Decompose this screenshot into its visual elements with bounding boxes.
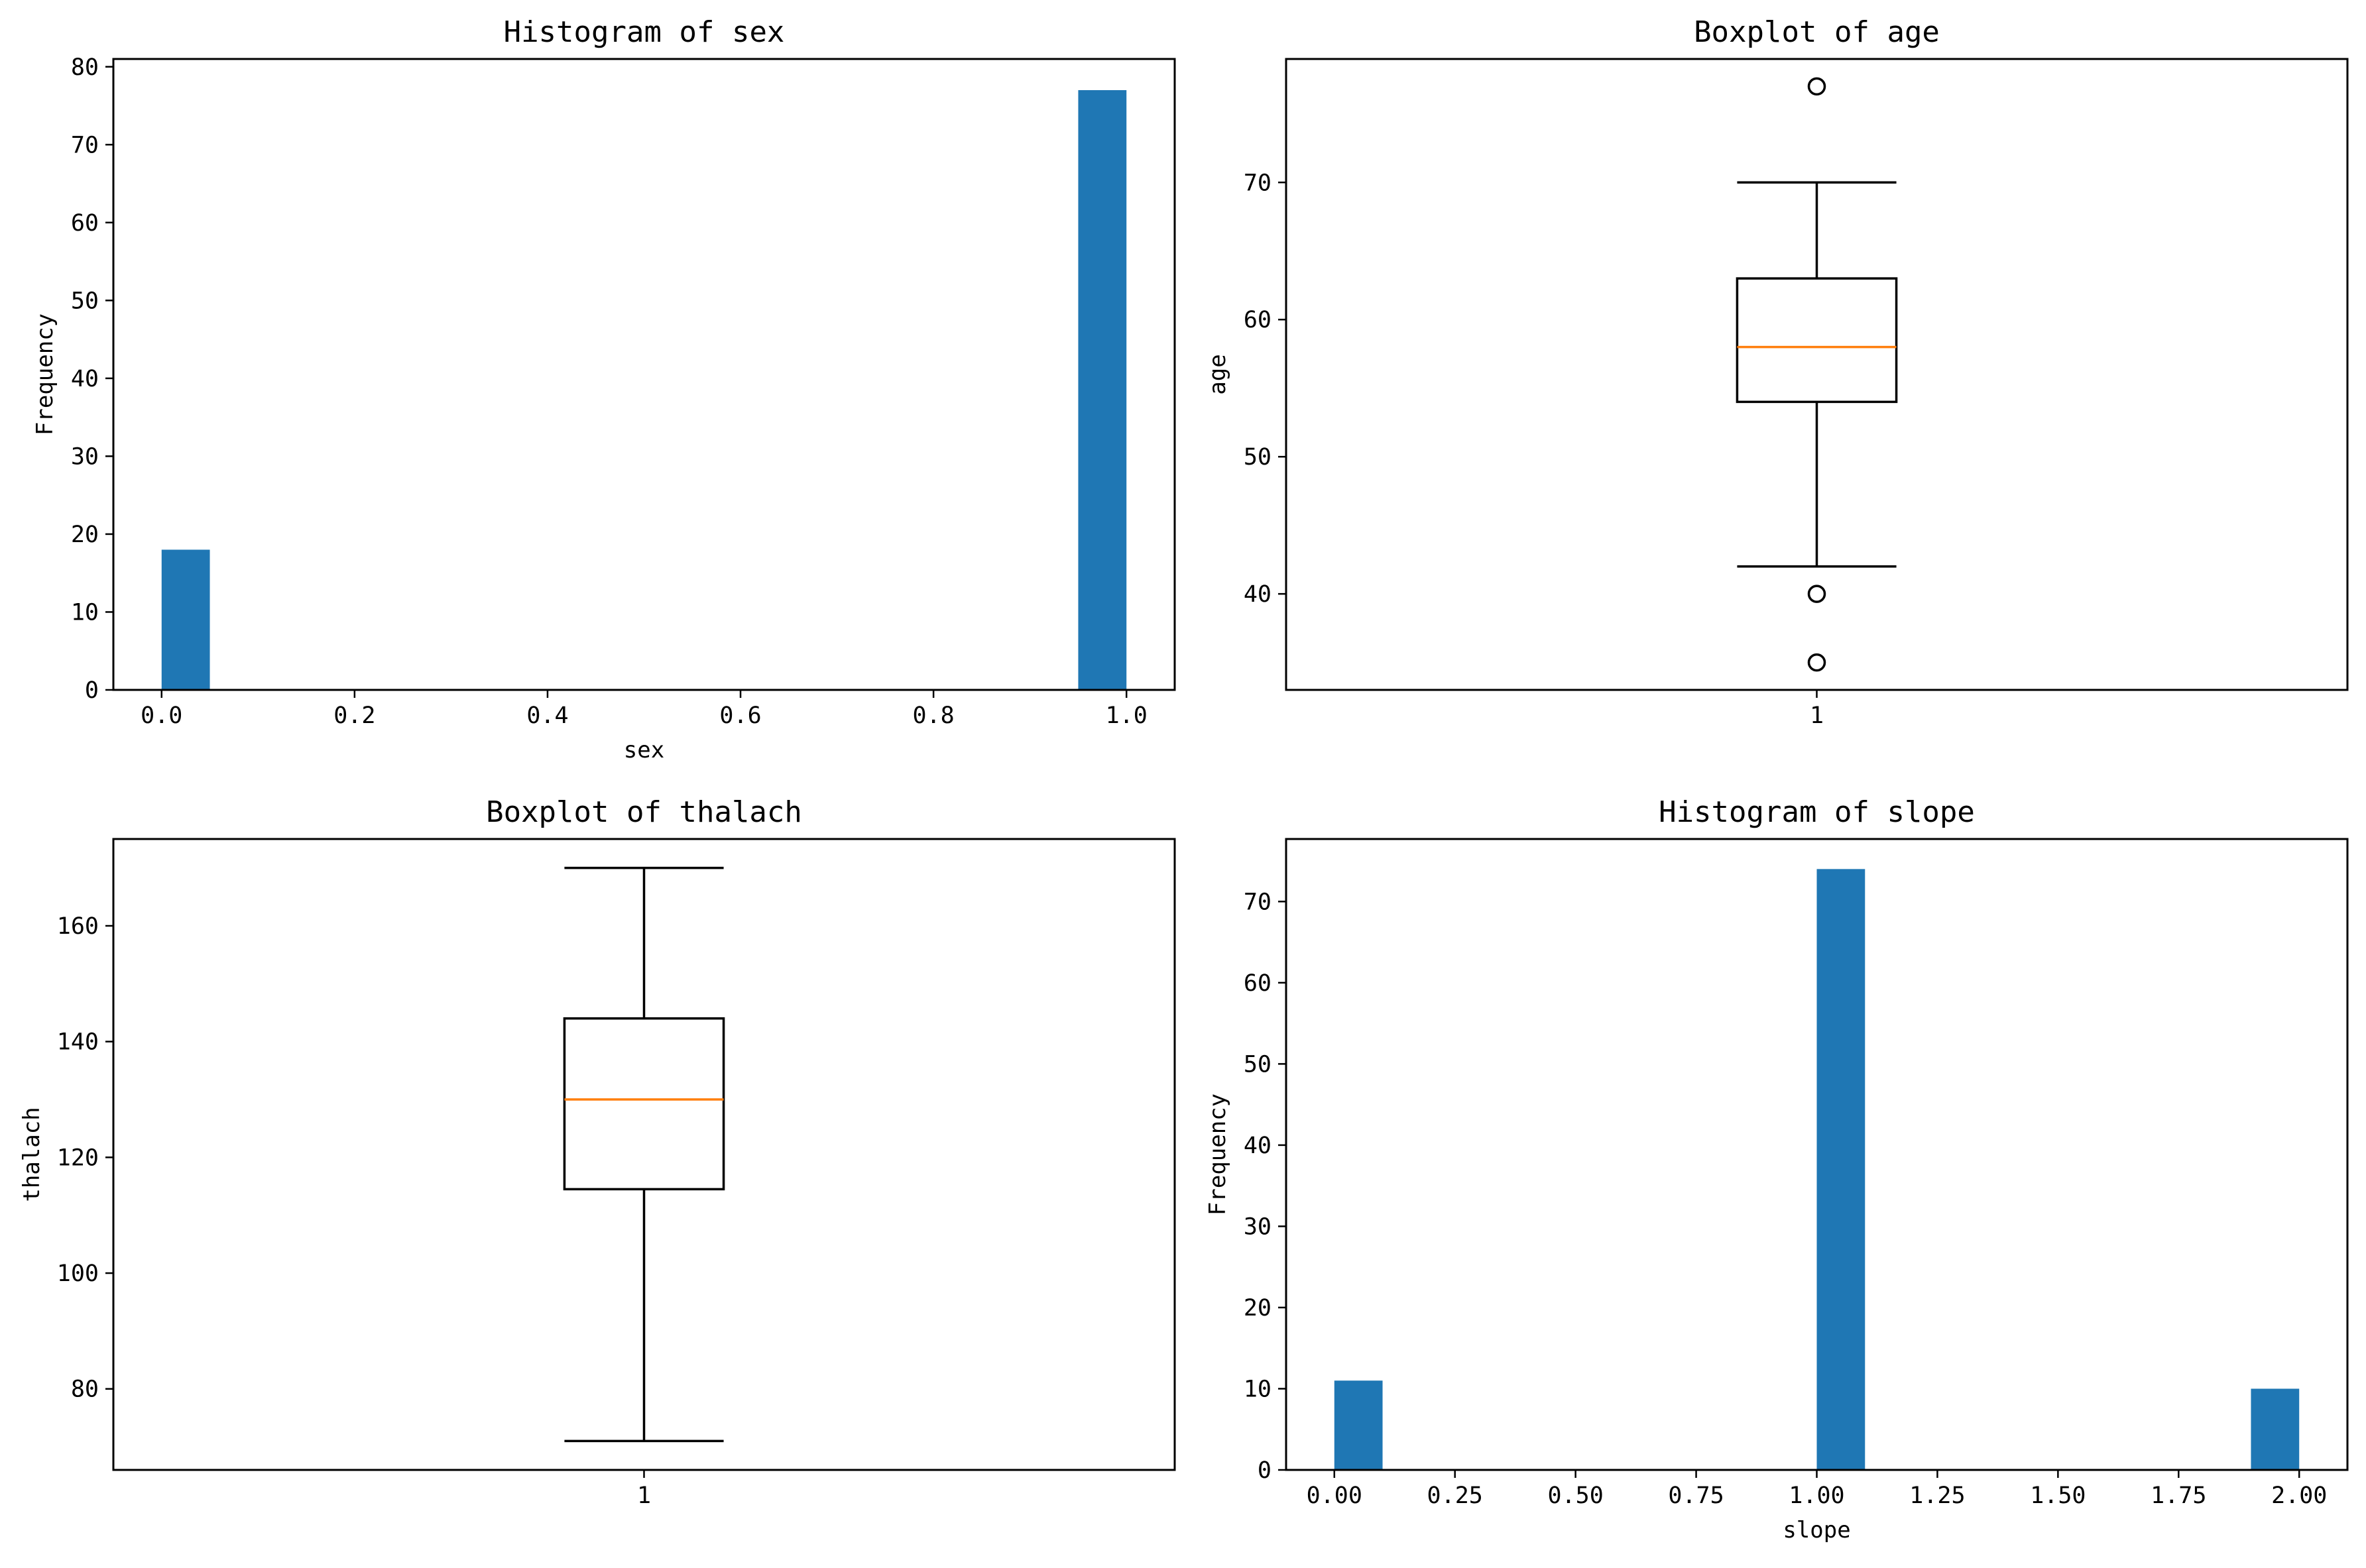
flier-point	[1807, 653, 1826, 672]
chart-title: Boxplot of age	[1694, 15, 1940, 49]
y-tick-label: 60	[71, 210, 99, 237]
histogram-bar	[1078, 90, 1127, 691]
chart-title: Histogram of sex	[504, 15, 785, 49]
x-tick-label: 1.75	[2151, 1483, 2206, 1509]
histogram-bar	[2251, 1388, 2300, 1470]
flier-point	[1807, 585, 1826, 603]
x-tick-label: 0.50	[1547, 1483, 1603, 1509]
y-tick-label: 60	[1244, 970, 1272, 997]
x-tick-label: 1	[637, 1483, 651, 1509]
x-tick-label: 0.0	[141, 702, 182, 729]
y-tick-label: 50	[1244, 444, 1272, 471]
y-tick-label: 50	[1244, 1051, 1272, 1078]
y-tick-label: 120	[57, 1145, 99, 1171]
x-tick-label: 1.00	[1789, 1483, 1844, 1509]
histogram-bar	[1334, 1380, 1383, 1470]
y-tick-label: 20	[1244, 1295, 1272, 1321]
y-tick-label: 70	[71, 132, 99, 158]
x-tick-label: 0.2	[333, 702, 375, 729]
histogram-bar	[161, 549, 210, 690]
chart-title: Boxplot of thalach	[486, 795, 802, 829]
y-tick-label: 160	[57, 913, 99, 940]
y-tick-label: 60	[1244, 307, 1272, 333]
y-tick-label: 80	[71, 54, 99, 81]
y-tick-label: 0	[85, 677, 99, 704]
y-tick-label: 20	[71, 522, 99, 548]
x-axis-label: slope	[1783, 1517, 1850, 1543]
x-tick-label: 1	[1810, 702, 1824, 729]
axes-frame	[112, 58, 1176, 691]
x-tick-label: 2.00	[2271, 1483, 2327, 1509]
histogram-bar	[1816, 869, 1865, 1470]
subplot-1: Histogram of sex 0.0 0.2 0.4 0.6 0.8 1.0 0 10 20 3…	[32, 15, 1176, 763]
chart-title: Histogram of slope	[1659, 795, 1975, 829]
y-tick-label: 40	[1244, 1133, 1272, 1159]
y-tick-label: 70	[1244, 170, 1272, 196]
y-tick-label: 40	[1244, 581, 1272, 608]
y-tick-label: 30	[71, 443, 99, 470]
x-tick-label: 0.75	[1668, 1483, 1724, 1509]
x-tick-label: 1.50	[2030, 1483, 2086, 1509]
y-axis-label: Frequency	[32, 313, 58, 435]
subplot-3: Boxplot of thalach 1 80 100 120 140 160 thalach	[19, 795, 1176, 1509]
box	[1736, 277, 1898, 404]
y-tick-label: 140	[57, 1029, 99, 1056]
x-tick-label: 0.4	[526, 702, 568, 729]
box	[563, 1017, 725, 1191]
x-tick-label: 0.25	[1427, 1483, 1483, 1509]
x-tick-label: 1.0	[1106, 702, 1148, 729]
y-axis-label: Frequency	[1205, 1093, 1231, 1215]
subplot-4: Histogram of slope 0.00 0.25 0.50 0.75 1.00 1.…	[1205, 795, 2349, 1543]
x-tick-label: 0.00	[1307, 1483, 1362, 1509]
y-tick-label: 40	[71, 366, 99, 392]
x-tick-label: 1.25	[1909, 1483, 1965, 1509]
y-axis-label: age	[1205, 354, 1231, 394]
y-tick-label: 70	[1244, 889, 1272, 915]
y-tick-label: 30	[1244, 1213, 1272, 1240]
y-tick-label: 0	[1258, 1457, 1272, 1484]
y-tick-label: 10	[71, 599, 99, 626]
x-tick-label: 0.6	[719, 702, 761, 729]
y-tick-label: 10	[1244, 1376, 1272, 1402]
y-tick-label: 80	[71, 1376, 99, 1403]
subplot-2: Boxplot of age 1 40 50 60 70 age	[1205, 15, 2349, 729]
flier-point	[1807, 77, 1826, 96]
y-axis-label: thalach	[19, 1107, 45, 1202]
x-axis-label: sex	[624, 737, 664, 763]
y-tick-label: 100	[57, 1260, 99, 1287]
y-tick-label: 50	[71, 288, 99, 314]
x-tick-label: 0.8	[913, 702, 955, 729]
